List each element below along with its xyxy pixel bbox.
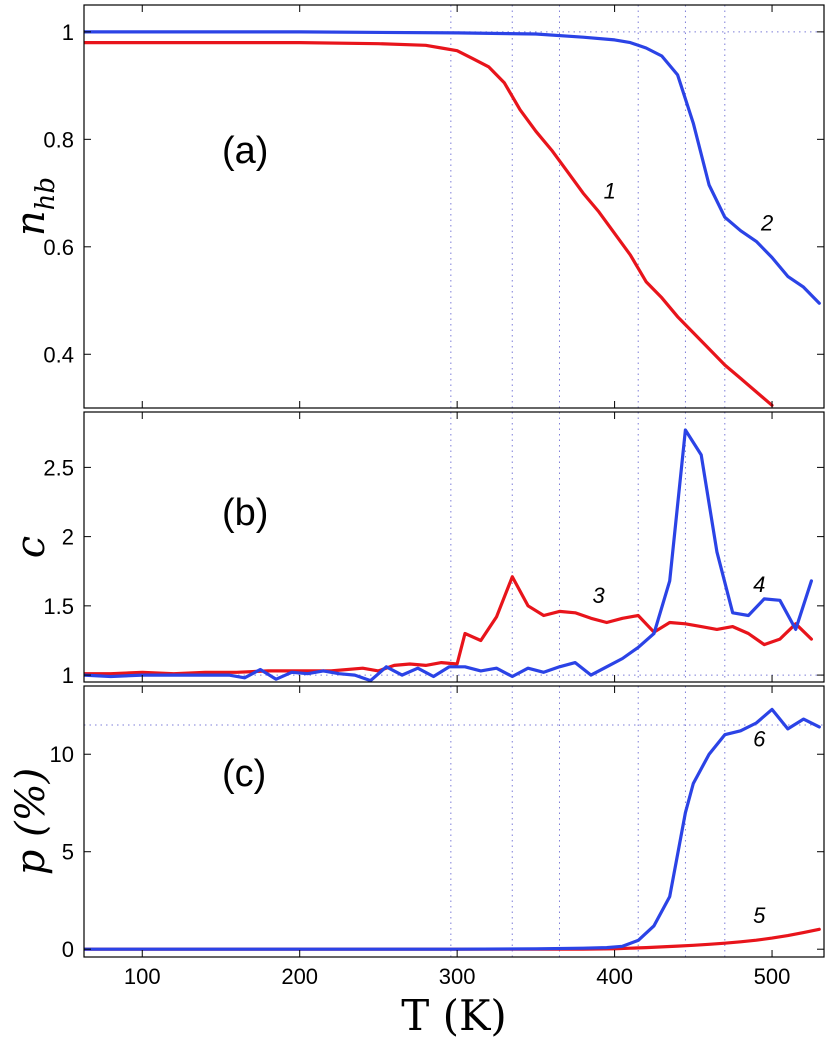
axes-frame <box>83 411 825 683</box>
curve-label-4: 4 <box>753 572 765 597</box>
panel-a: 0.4 0.6 0.8 1 (a) 1 2 nhb <box>8 4 825 409</box>
curve-label-2: 2 <box>760 211 773 236</box>
x-axis-label: T (K) <box>401 991 507 1038</box>
series-line-6 <box>84 707 821 951</box>
panel-label: (a) <box>222 130 268 172</box>
curve-label-3: 3 <box>593 583 606 608</box>
curve-label-5: 5 <box>753 903 766 928</box>
series-line-3 <box>84 575 814 676</box>
y-tick-label: 1 <box>62 20 74 45</box>
y-axis-label: c <box>8 536 54 558</box>
panel-b: 1 1.5 2 2.5 (b) 3 4 c <box>8 411 825 688</box>
plot-area <box>84 5 824 408</box>
x-tick-label: 300 <box>439 964 476 989</box>
y-tick-label: 0 <box>62 937 74 962</box>
y-axis-label: nhb <box>8 177 61 236</box>
panel-label: (b) <box>222 492 268 534</box>
panel-c: 0 5 10 (c) 6 5 p (%) <box>8 685 825 962</box>
axes-frame <box>83 685 825 958</box>
panel-label: (c) <box>222 753 266 795</box>
curve-label-6: 6 <box>753 726 766 751</box>
y-axis-label: p (%) <box>8 768 54 876</box>
y-tick-label: 1 <box>62 663 74 688</box>
series-line-2 <box>84 30 821 305</box>
y-tick-label: 0.6 <box>43 235 74 260</box>
y-tick-label: 1.5 <box>43 594 74 619</box>
plot-area <box>84 412 824 682</box>
y-axis-label-subscript: hb <box>31 177 61 210</box>
y-tick-label: 10 <box>50 742 74 767</box>
y-axis-label-main: n <box>8 210 54 236</box>
y-tick-label: 5 <box>62 840 74 865</box>
x-tick-label: 200 <box>281 964 318 989</box>
y-tick-label: 2.5 <box>43 455 74 480</box>
y-tick-label: 2 <box>62 525 74 550</box>
series-line-1 <box>84 40 774 407</box>
curve-label-1: 1 <box>604 178 616 203</box>
y-tick-label: 0.4 <box>43 342 74 367</box>
axes-frame <box>83 4 825 409</box>
series-line-5 <box>84 927 821 951</box>
y-tick-label: 0.8 <box>43 127 74 152</box>
plot-area <box>84 686 824 957</box>
x-tick-label: 400 <box>596 964 633 989</box>
x-tick-label: 500 <box>754 964 791 989</box>
x-tick-label: 100 <box>124 964 161 989</box>
series-line-4 <box>84 428 814 682</box>
